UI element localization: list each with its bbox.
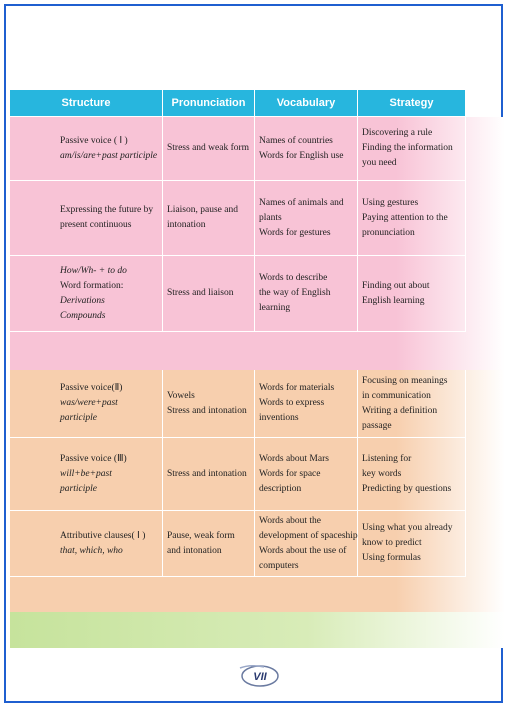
cell-line: Discovering a rule: [362, 128, 433, 138]
cell-line: Stress and liaison: [167, 288, 234, 298]
header-cell: Vocabulary: [255, 90, 358, 116]
cell-line: Vowels: [167, 390, 195, 401]
header-cell: Pronunciation: [163, 90, 255, 116]
cell-line: Predicting by questions: [362, 483, 452, 494]
pink-section: [10, 117, 505, 370]
table-cell: Words for materials Words to express inven…: [255, 370, 358, 438]
cell-line: Using gestures: [362, 197, 419, 208]
table-cell: Pause, weak form and intonation: [163, 511, 255, 577]
cell-line: Using formulas: [362, 553, 421, 563]
cell-line: Focusing on meanings: [362, 375, 448, 386]
table-cell: Discovering a rule Finding the informatio…: [358, 117, 466, 181]
cell-line: Words for materials: [259, 383, 335, 393]
cell-line: Words for space: [259, 468, 321, 479]
cell-line: description: [259, 483, 302, 494]
cell-line: Passive voice (Ⅲ): [60, 453, 127, 464]
cell-line: Passive voice(Ⅱ): [60, 383, 123, 393]
table-cell: Attributive clauses( Ⅰ ) that, which, who: [10, 511, 163, 577]
table-cell: Liaison, pause and intonation: [163, 181, 255, 256]
cell-line: Stress and intonation: [167, 405, 247, 416]
cell-line: will+be+past: [60, 468, 112, 479]
cell-line: Derivations: [60, 295, 105, 306]
cell-line: Words about the: [259, 515, 322, 526]
table-cell: How/Wh- + to do Word formation: Derivation…: [10, 256, 163, 332]
logo-text: VII: [253, 671, 267, 683]
cell-line: Words about Mars: [259, 453, 329, 464]
cell-line: Compounds: [60, 310, 106, 321]
table-cell: Expressing the future by present continuo…: [10, 181, 163, 256]
table-cell: Words to describe the way of English learn…: [255, 256, 358, 332]
cell-line: Liaison, pause and: [167, 205, 238, 215]
table-cell: Stress and weak form: [163, 117, 255, 181]
cell-line: Finding out about: [362, 280, 430, 291]
cell-line: learning: [259, 303, 291, 313]
cell-line: Pause, weak form: [167, 530, 235, 541]
cell-line: Stress and intonation: [167, 468, 247, 479]
cell-line: passage: [362, 420, 392, 431]
cell-line: present continuous: [60, 220, 132, 230]
table-cell: Words about the development of spaceship W…: [255, 511, 358, 577]
cell-line: Attributive clauses( Ⅰ ): [60, 530, 146, 541]
table-cell: Names of countries Words for English use: [255, 117, 358, 181]
cell-line: intonation: [167, 220, 206, 230]
cell-line: participle: [60, 413, 97, 423]
cell-line: How/Wh- + to do: [60, 265, 127, 276]
cell-line: that, which, who: [60, 545, 123, 556]
cell-line: Writing a definition: [362, 405, 438, 416]
cell-line: the way of English: [259, 288, 331, 298]
cell-line: was/were+past: [60, 398, 118, 408]
peach-section: [10, 370, 505, 612]
cell-line: key words: [362, 468, 402, 479]
table-cell: Stress and liaison: [163, 256, 255, 332]
table-cell: Passive voice (Ⅲ) will+be+past participle: [10, 438, 163, 511]
table-cell: Listening for key words Predicting by ques…: [358, 438, 466, 511]
cell-line: participle: [60, 483, 97, 494]
cell-line: plants: [259, 212, 282, 223]
table-cell: Focusing on meanings in communication Writ…: [358, 370, 466, 438]
table-cell: Passive voice ( Ⅰ ) am/is/are+past partic…: [10, 117, 163, 181]
table-cell: Using what you already know to predict Usi…: [358, 511, 466, 577]
cell-line: inventions: [259, 413, 299, 423]
table-cell: Vowels Stress and intonation: [163, 370, 255, 438]
cell-line: Stress and weak form: [167, 143, 250, 153]
table-cell: Finding out about English learning: [358, 256, 466, 332]
cell-line: Paying attention to the: [362, 212, 448, 223]
cell-line: Words about the use of: [259, 545, 347, 556]
cell-line: English learning: [362, 295, 425, 306]
cell-line: Words for gestures: [259, 227, 331, 238]
table-cell: Stress and intonation: [163, 438, 255, 511]
cell-line: Word formation:: [60, 280, 124, 291]
cell-line: Finding the information: [362, 143, 453, 153]
cell-line: know to predict: [362, 538, 422, 548]
cell-line: Listening for: [362, 453, 412, 464]
cell-line: Words to describe: [259, 273, 328, 283]
header-cell: Strategy: [358, 90, 466, 116]
cell-line: Names of animals and: [259, 197, 344, 208]
cell-line: Names of countries: [259, 135, 333, 146]
cell-line: you need: [362, 158, 397, 168]
cell-line: and intonation: [167, 545, 222, 556]
table-cell: Words about Mars Words for space descripti…: [255, 438, 358, 511]
logo: VII: [239, 664, 279, 687]
cell-line: am/is/are+past participle: [60, 150, 158, 161]
cell-line: Words for English use: [259, 150, 344, 161]
cell-line: computers: [259, 560, 299, 571]
cell-line: Words to express: [259, 398, 325, 408]
cell-line: pronunciation: [362, 227, 415, 238]
header-cell: Structure: [10, 90, 163, 116]
cell-line: in communication: [362, 390, 431, 401]
green-strip: [10, 612, 505, 648]
table-cell: Passive voice(Ⅱ) was/were+past participle: [10, 370, 163, 438]
cell-line: development of spaceship: [259, 530, 358, 541]
cell-line: Using what you already: [362, 523, 453, 533]
table-cell: Using gestures Paying attention to the pro…: [358, 181, 466, 256]
cell-line: Expressing the future by: [60, 205, 154, 215]
cell-line: Passive voice ( Ⅰ ): [60, 135, 128, 146]
table-cell: Names of animals and plants Words for gest…: [255, 181, 358, 256]
